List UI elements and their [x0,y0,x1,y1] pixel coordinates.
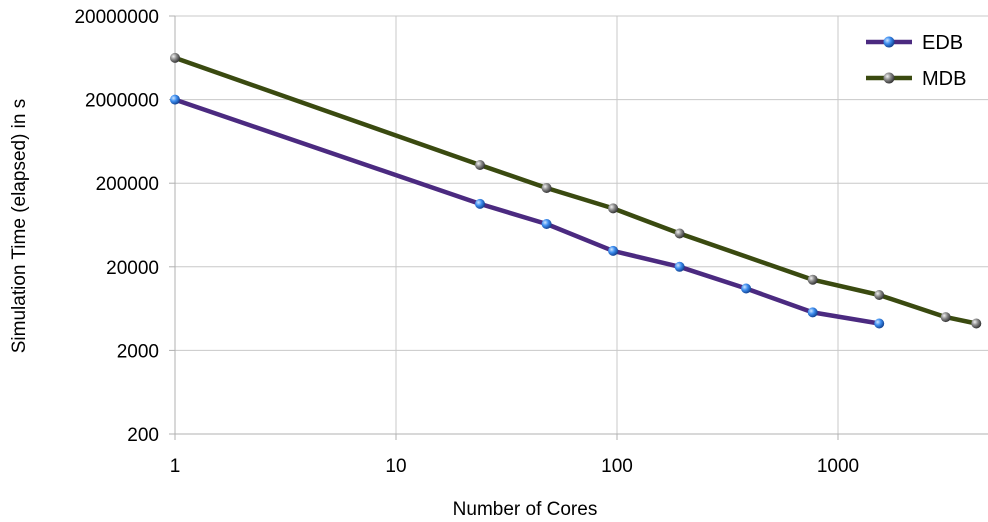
legend-label-mdb: MDB [922,68,966,90]
data-point-mdb [807,274,818,285]
x-tick-label: 100 [601,456,633,477]
x-tick-label: 1 [170,456,181,477]
data-point-edb [741,283,752,294]
series [170,52,982,329]
data-point-edb [874,318,885,329]
y-tick-label: 2000 [117,341,159,362]
y-tick-label: 20000000 [74,7,159,28]
x-tick-label: 10 [385,456,406,477]
y-tick-label: 20000 [106,258,159,279]
x-axis-title: Number of Cores [453,499,598,520]
y-tick-label: 2000000 [85,91,159,112]
data-point-edb [475,198,485,209]
data-point-mdb [874,290,885,300]
data-point-mdb [940,312,951,323]
data-point-mdb [170,52,180,63]
legend-marker-mdb [883,72,895,84]
axes [169,15,988,440]
series-line-edb [172,97,882,326]
data-point-mdb [608,203,619,214]
data-point-edb [674,261,685,272]
data-point-edb [541,219,552,229]
legend-marker-edb [883,36,895,48]
tick-labels: 200 2000 20000 200000 2000000 20000000 1 10 100 1… [74,7,859,477]
x-tick-label: 1000 [817,456,859,477]
series-line-mdb [172,55,979,326]
data-point-edb [807,307,818,318]
data-point-edb [170,94,180,105]
legend-label-edb: EDB [922,32,963,54]
data-point-mdb [541,183,552,193]
y-axis-title: Simulation Time (elapsed) in s [9,99,30,354]
y-tick-label: 200 [127,425,159,446]
data-point-mdb [674,228,685,239]
legend: EDB MDB [866,32,966,90]
grid [174,15,988,435]
data-point-mdb [971,318,982,329]
data-point-edb [608,245,619,256]
data-point-mdb [475,160,485,170]
y-tick-label: 200000 [96,174,159,195]
